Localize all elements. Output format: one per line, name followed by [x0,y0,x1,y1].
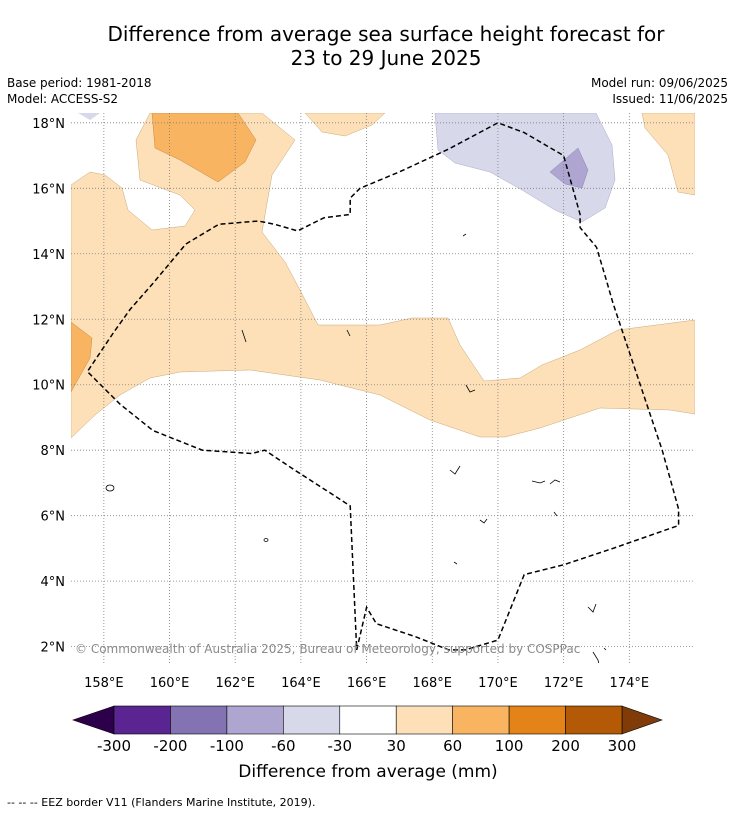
colorbar-tick: 300 [608,737,637,755]
title-line-1: Difference from average sea surface heig… [107,22,665,46]
lat-tick-label: 2°N [41,641,66,656]
lon-tick-label: 160°E [150,676,190,691]
eez-border [86,121,680,651]
island-marker [592,651,600,663]
colorbar-tick: -30 [328,737,353,755]
colorbar-swatch [226,705,284,735]
longitude-labels: 158°E 160°E 162°E 164°E 166°E 168°E 170°E 172°E… [84,676,649,691]
anomaly-60-100-patch-north [151,113,257,183]
island-marker [449,465,461,475]
colorbar-tick: -60 [271,737,296,755]
lat-tick-label: 18°N [32,117,65,132]
lon-tick-label: 164°E [281,676,321,691]
run-info: Model run: 09/06/2025 Issued: 11/06/2025 [591,75,728,107]
base-period: Base period: 1981-2018 [7,76,152,90]
island-marker [531,479,561,485]
colorbar-label: Difference from average (mm) [238,762,498,782]
colorbar-tick: 200 [551,737,580,755]
colorbar-tick: 60 [443,737,462,755]
lon-tick-label: 158°E [84,676,124,691]
colorbar-tick: -200 [153,737,187,755]
island-marker [465,384,476,393]
base-info: Base period: 1981-2018 Model: ACCESS-S2 [7,75,152,107]
colorbar-swatch [452,705,510,735]
colorbar-swatch [508,705,566,735]
model-name: Model: ACCESS-S2 [7,92,119,106]
anomaly-60-100-patch-west [71,321,93,393]
lat-tick-label: 14°N [32,248,65,263]
graticule-grid [71,113,695,663]
lat-tick-label: 4°N [41,575,66,590]
latitude-labels: 2°N 4°N 6°N 8°N 10°N 12°N 14°N 16°N 18°N [32,117,65,656]
anomaly-30-60-northeast-patch [641,113,695,196]
chart-title: Difference from average sea surface heig… [30,22,736,70]
lon-tick-label: 172°E [544,676,584,691]
island-marker [241,329,247,343]
anomaly-negative-top-left-patch [78,113,100,120]
colorbar-swatch [395,705,453,735]
lat-tick-label: 10°N [32,379,65,394]
lon-tick-label: 162°E [215,676,255,691]
lon-tick-label: 168°E [412,676,452,691]
colorbar-swatch [113,705,171,735]
colorbar-tick: -300 [97,737,131,755]
colorbar-swatch [339,705,397,735]
anomaly-negative-mid-patch [549,147,589,189]
lon-tick-label: 174°E [610,676,650,691]
island-marker [453,561,458,565]
lon-tick-label: 170°E [478,676,518,691]
island-marker [105,484,115,492]
copyright-watermark: © Commonwealth of Australia 2025, Bureau… [75,642,580,656]
lat-tick-label: 8°N [41,444,66,459]
islands [105,233,607,663]
colorbar-tick-labels: -300 -200 -100 -60 -30 30 60 100 200 300 [97,737,636,755]
island-marker [462,233,467,237]
colorbar-tick: 100 [495,737,524,755]
colorbar-under-arrow [72,705,115,735]
lat-tick-label: 12°N [32,313,65,328]
map-area [71,113,695,663]
island-marker [479,518,488,524]
lat-tick-label: 16°N [32,182,65,197]
island-marker [346,329,351,337]
issued-date: Issued: 11/06/2025 [612,92,728,106]
island-marker [587,603,597,613]
title-line-2: 23 to 29 June 2025 [290,46,482,70]
eez-legend-note: -- -- -- EEZ border V11 (Flanders Marine… [7,796,316,809]
model-run: Model run: 09/06/2025 [590,76,728,90]
colorbar-swatch [170,705,228,735]
colorbar-over-arrow [621,705,663,735]
colorbar-tick: 30 [387,737,406,755]
anomaly-30-60-north-band [71,113,695,439]
colorbar [72,705,663,735]
lon-tick-label: 166°E [347,676,387,691]
island-marker [553,511,558,517]
colorbar-tick: -100 [210,737,244,755]
island-marker [263,538,269,542]
lat-tick-label: 6°N [41,510,66,525]
anomaly-30-60-top-patch [304,113,386,137]
colorbar-swatch [283,705,341,735]
colorbar-swatch [565,705,623,735]
island-marker [603,647,607,651]
anomaly-negative-light-patch [434,113,616,223]
